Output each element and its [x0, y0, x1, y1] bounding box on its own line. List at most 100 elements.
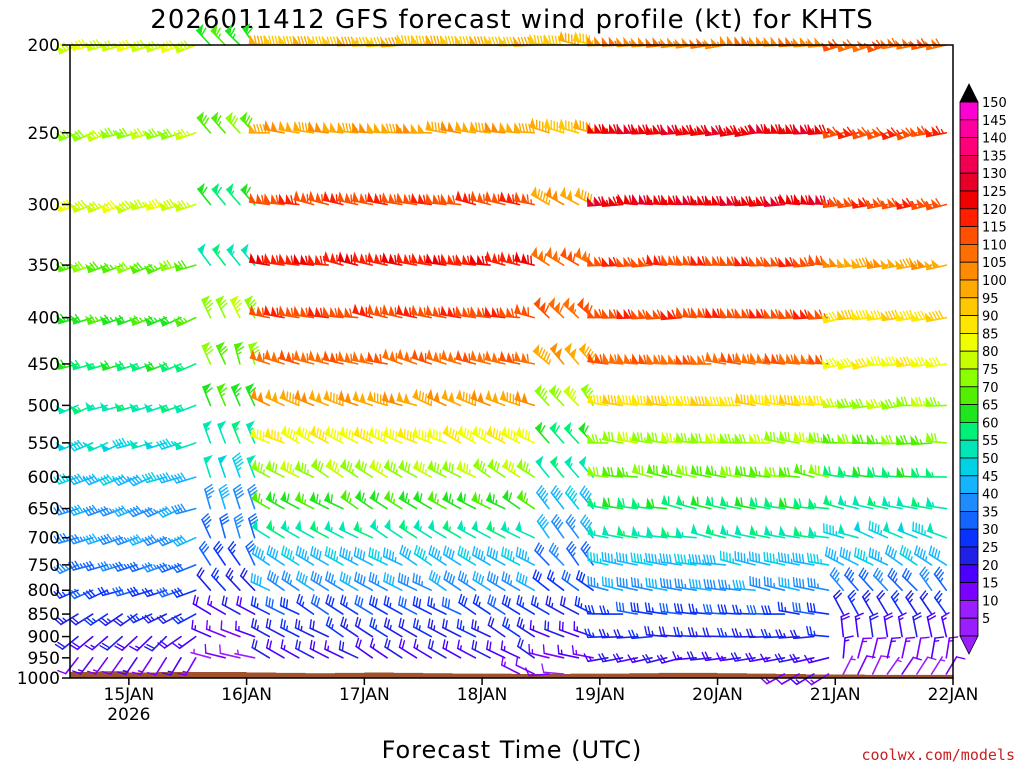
barb-full	[74, 202, 82, 211]
barb-full	[312, 36, 316, 46]
wind-barb	[197, 243, 212, 266]
barb-full	[404, 493, 408, 503]
wind-barb	[351, 122, 374, 134]
wind-barb	[339, 546, 359, 566]
barb-full	[104, 262, 111, 271]
barb-full	[333, 429, 337, 440]
barb-full	[89, 262, 97, 271]
barb-pennant	[308, 350, 316, 362]
barb-full	[338, 640, 342, 651]
wind-barb	[114, 360, 138, 372]
wind-barb	[114, 127, 138, 140]
barb-full	[233, 487, 243, 494]
barb-half	[843, 470, 846, 477]
wind-barb	[171, 503, 197, 515]
barb-pennant	[366, 122, 374, 133]
barb-full	[301, 493, 304, 504]
wind-barb	[251, 618, 271, 638]
barb-half	[306, 556, 309, 562]
barb-full	[920, 636, 930, 639]
barb-half	[235, 392, 240, 398]
barb-half	[77, 407, 82, 412]
barb-half	[345, 624, 349, 630]
barb-pennant	[158, 261, 169, 271]
barb-full	[59, 505, 66, 514]
barb-full	[610, 553, 613, 564]
wind-barb	[324, 640, 344, 659]
barb-pennant	[279, 388, 287, 401]
wind-barb	[309, 619, 330, 638]
barb-full	[91, 473, 99, 482]
barb-pennant	[351, 36, 360, 47]
barb-pennant	[255, 193, 264, 205]
barb-full	[345, 574, 349, 585]
barb-full	[387, 639, 391, 650]
barb-half	[521, 602, 525, 608]
barb-full	[274, 35, 279, 46]
barb-full	[269, 571, 274, 582]
wind-barb	[204, 484, 215, 510]
barb-full	[166, 199, 173, 209]
barb-pennant	[322, 190, 330, 202]
barb-half	[527, 468, 531, 475]
barb-full	[103, 534, 111, 543]
wind-barb	[211, 567, 226, 592]
barb-full	[115, 507, 123, 516]
barb-full	[126, 563, 134, 573]
barb-full	[341, 641, 345, 652]
wind-barb	[144, 440, 168, 450]
barb-pennant	[285, 254, 293, 265]
barb-full	[763, 576, 766, 587]
barb-full	[85, 507, 93, 515]
barb-full	[56, 616, 65, 624]
barb-half	[687, 559, 690, 565]
barb-half	[91, 363, 96, 369]
barb-full	[530, 255, 533, 266]
barb-pennant	[351, 122, 360, 133]
barb-full	[148, 361, 155, 370]
barb-full	[156, 474, 163, 484]
barb-full	[321, 193, 324, 204]
wind-barb	[278, 253, 300, 266]
barb-half	[62, 617, 68, 622]
wind-barb	[112, 505, 138, 517]
wind-barb	[383, 458, 403, 478]
barb-full	[359, 549, 363, 560]
barb-pennant	[270, 193, 278, 205]
barb-half	[850, 658, 856, 661]
barb-full	[91, 533, 99, 542]
barb-pennant	[396, 123, 404, 133]
barb-staff	[109, 656, 123, 676]
barb-full	[310, 546, 314, 556]
barb-full	[318, 36, 323, 46]
barb-full	[795, 577, 799, 588]
barb-full	[126, 537, 134, 546]
barb-full	[310, 594, 315, 604]
wind-barb	[382, 426, 403, 444]
wind-barb	[219, 644, 241, 659]
barb-half	[374, 624, 378, 631]
barb-full	[227, 541, 235, 550]
barb-half	[92, 618, 97, 623]
barb-full	[544, 620, 547, 631]
wind-barb	[201, 513, 212, 539]
wind-barb	[221, 595, 241, 615]
barb-full	[616, 576, 619, 587]
wind-barb	[141, 587, 168, 598]
barb-full	[53, 476, 60, 485]
barb-full	[346, 492, 351, 502]
barb-half	[507, 527, 510, 533]
barb-full	[274, 463, 278, 474]
barb-pennant	[278, 253, 286, 264]
barb-full	[177, 200, 185, 210]
wind-barb	[131, 656, 153, 676]
barb-full	[192, 594, 197, 605]
barb-full	[89, 560, 96, 570]
wind-barb	[279, 459, 300, 478]
barb-pennant	[144, 43, 154, 53]
barb-pennant	[85, 133, 96, 142]
wind-barb	[338, 640, 359, 659]
barb-full	[118, 561, 125, 570]
barb-full	[280, 618, 283, 629]
barb-full	[810, 578, 813, 588]
